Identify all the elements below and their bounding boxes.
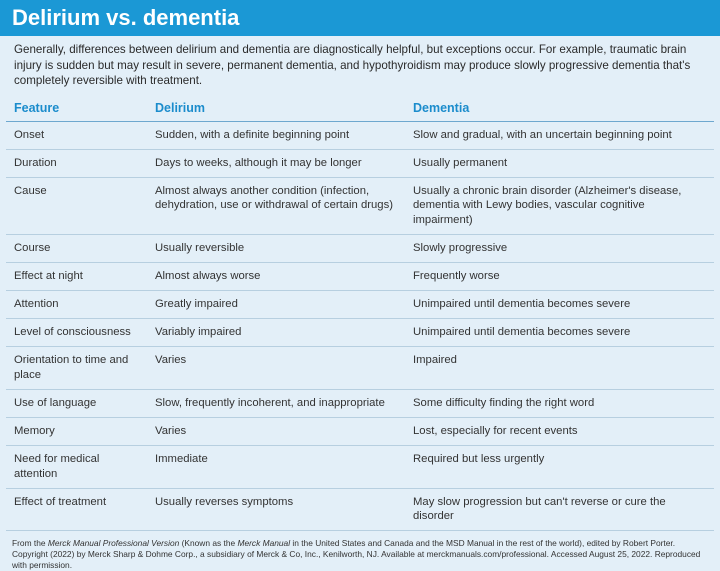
table-cell: Course [6,234,147,263]
table-row: Orientation to time and place Varies Impai… [6,346,714,390]
table-cell: Required but less urgently [405,445,714,489]
table-row: Need for medical attention Immediate Requi… [6,445,714,489]
table-cell: Need for medical attention [6,445,147,489]
table-row: Attention Greatly impaired Unimpaired unti… [6,290,714,320]
table-cell: Lost, especially for recent events [405,417,714,446]
table-row: Cause Almost always another condition (in… [6,177,714,235]
table-cell: Orientation to time and place [6,346,147,390]
table-cell: Varies [147,346,405,390]
table-cell: May slow progression but can't reverse o… [405,488,714,532]
table-cell: Slow, frequently incoherent, and inappro… [147,389,405,418]
table-cell: Effect of treatment [6,488,147,532]
table-cell: Usually a chronic brain disorder (Alzhei… [405,177,714,235]
table-cell: Some difficulty finding the right word [405,389,714,418]
column-header: Feature [6,96,147,122]
table-cell: Attention [6,290,147,320]
column-header: Delirium [147,96,405,122]
table-cell: Memory [6,417,147,446]
table-cell: Duration [6,149,147,178]
table-cell: Effect at night [6,262,147,291]
intro: Generally, differences between delirium … [14,43,691,87]
header-row: Feature Delirium Dementia [6,96,714,122]
table-cell: Usually reverses symptoms [147,488,405,532]
table-cell: Unimpaired until dementia becomes severe [405,318,714,348]
table-cell: Immediate [147,445,405,489]
table-row: Duration Days to weeks, although it may b… [6,149,714,178]
table-row: Onset Sudden, with a definite beginning p… [6,121,714,150]
table-cell: Days to weeks, although it may be longer [147,149,405,178]
footer: From the Merck Manual Professional Versi… [12,538,710,571]
table-cell: Level of consciousness [6,318,147,348]
footer-text: (Known as the [179,538,238,549]
footer-text: From the [12,538,48,549]
table-cell: Varies [147,417,405,446]
comparison-table: Feature Delirium Dementia Onset Sudden, w… [6,96,714,532]
title: Delirium vs. dementia [0,0,720,36]
column-header: Dementia [405,96,714,122]
table-cell: Usually permanent [405,149,714,178]
table-cell: Frequently worse [405,262,714,291]
table-cell: Slowly progressive [405,234,714,263]
table-row: Use of language Slow, frequently incohere… [6,389,714,418]
table-cell: Slow and gradual, with an uncertain begi… [405,121,714,150]
table-cell: Usually reversible [147,234,405,263]
table-cell: Impaired [405,346,714,390]
table-row: Effect at night Almost always worse Freque… [6,262,714,291]
table-cell: Sudden, with a definite beginning point [147,121,405,150]
table-row: Level of consciousness Variably impaired U… [6,318,714,348]
table-row: Effect of treatment Usually reverses symp… [6,488,714,532]
table-row: Memory Varies Lost, especially for recent … [6,417,714,446]
footer-text: Merck Manual [237,538,291,549]
footer-text: Merck Manual Professional Version [47,538,180,549]
table-cell: Almost always another condition (infecti… [147,177,405,235]
table-cell: Greatly impaired [147,290,405,320]
table-row: Course Usually reversible Slowly progressi… [6,234,714,263]
table-cell: Unimpaired until dementia becomes severe [405,290,714,320]
table-cell: Cause [6,177,147,235]
table-cell: Onset [6,121,147,150]
table-cell: Use of language [6,389,147,418]
table-cell: Variably impaired [147,318,405,348]
table-cell: Almost always worse [147,262,405,291]
